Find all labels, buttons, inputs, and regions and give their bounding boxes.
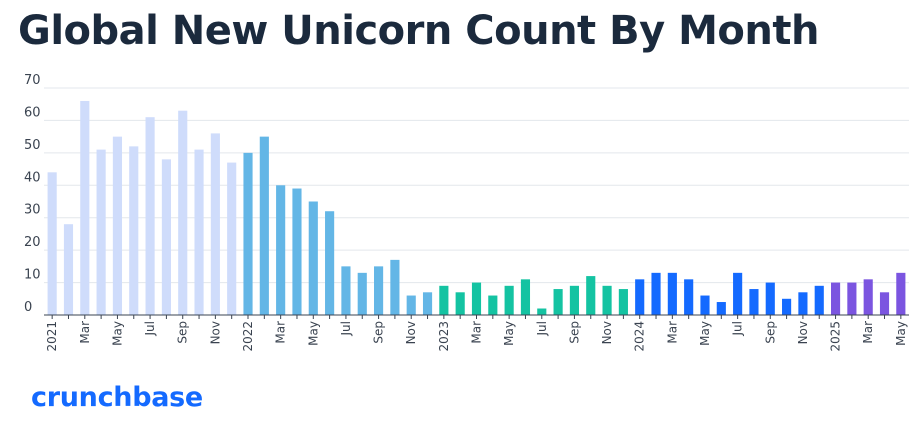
x-tick-label: 2022 [241, 321, 255, 352]
bar-feb-37 [651, 272, 661, 315]
bar-jun-41 [716, 302, 726, 315]
bar-oct-33 [586, 276, 596, 315]
bar-2025-48 [830, 282, 841, 315]
bar-may-40 [700, 295, 710, 315]
x-tick-label: Sep [567, 321, 581, 344]
x-tick-label: Jul [731, 321, 745, 336]
bars [47, 100, 906, 315]
bar-dec-23 [422, 292, 433, 315]
bar-may-4 [112, 136, 123, 315]
bar-may-16 [308, 201, 318, 315]
bar-apr-51 [879, 292, 890, 315]
bar-nov-10 [210, 133, 220, 315]
bar-oct-9 [194, 149, 204, 315]
x-tick-label: 2024 [633, 321, 647, 352]
y-tick-label: 70 [24, 73, 41, 88]
bar-oct-45 [782, 298, 792, 315]
bar-mar-26 [471, 282, 482, 315]
bar-apr-15 [292, 188, 302, 315]
x-tick-label: May [110, 321, 124, 346]
x-tick-label: Nov [600, 321, 614, 344]
bar-nov-34 [602, 285, 612, 315]
bar-jun-17 [325, 211, 335, 315]
bar-aug-7 [161, 159, 171, 315]
bar-aug-31 [553, 289, 563, 315]
x-tick-label: Mar [274, 321, 288, 344]
bar-mar-2 [80, 100, 90, 315]
x-tick-label: Jul [143, 321, 157, 336]
bar-jul-18 [341, 266, 351, 315]
y-tick-label: 10 [24, 268, 41, 283]
bar-mar-14 [276, 185, 286, 315]
y-tick-label: 20 [24, 235, 41, 250]
x-tick-label: 2023 [437, 321, 451, 352]
crunchbase-logo: crunchbase [31, 382, 203, 413]
x-tick-label: Jul [339, 321, 353, 336]
x-tick-label: May [502, 321, 516, 346]
x-tick-label: May [306, 321, 320, 346]
bar-2022-12 [243, 152, 253, 315]
x-tick-label: Nov [404, 321, 418, 344]
x-tick-label: Mar [78, 321, 92, 344]
bar-apr-39 [684, 279, 694, 315]
x-tick-label: 2025 [829, 321, 843, 352]
x-tick-label: Sep [372, 321, 386, 344]
bar-apr-27 [488, 295, 498, 315]
bar-oct-21 [390, 259, 400, 315]
bar-aug-19 [357, 272, 367, 315]
bar-jun-5 [129, 146, 139, 315]
bar-chart: 0 10 20 30 40 50 60 70 2021 Mar May Jul Sep Nov 2022 M… [24, 73, 909, 352]
bar-2021-0 [47, 172, 57, 315]
x-tick-label: Mar [861, 321, 875, 344]
y-tick-label: 50 [24, 138, 41, 153]
bar-apr-3 [96, 149, 106, 315]
bar-2023-24 [439, 285, 449, 315]
x-tick-label: May [894, 321, 908, 346]
x-tick-label: Nov [208, 321, 222, 344]
bar-jul-30 [537, 308, 547, 315]
x-tick-label: Sep [763, 321, 777, 344]
bar-feb-13 [259, 136, 269, 315]
bar-dec-35 [618, 289, 628, 315]
bar-feb-25 [455, 292, 465, 315]
bar-feb-1 [63, 224, 74, 315]
bar-feb-49 [847, 282, 857, 315]
bar-mar-50 [863, 279, 873, 315]
x-tick-label: Nov [796, 321, 810, 344]
bar-nov-22 [406, 295, 416, 315]
x-tick-label: Mar [470, 321, 484, 344]
bar-jul-6 [145, 117, 155, 315]
y-tick-label: 0 [24, 300, 32, 315]
bar-jun-29 [520, 279, 531, 315]
bar-aug-43 [749, 289, 759, 315]
x-tick-label: 2021 [45, 321, 59, 352]
bar-sep-20 [374, 266, 384, 315]
chart-title: Global New Unicorn Count By Month [18, 8, 819, 54]
y-tick-label: 40 [24, 170, 41, 185]
y-tick-label: 60 [24, 105, 41, 120]
bar-may-28 [504, 285, 514, 315]
bar-sep-8 [178, 110, 188, 315]
bar-may-52 [896, 272, 906, 315]
y-axis: 0 10 20 30 40 50 60 70 [24, 73, 41, 315]
gridlines [44, 87, 909, 284]
x-tick-label: Sep [176, 321, 190, 344]
x-tick-label: Mar [665, 321, 679, 344]
bar-dec-11 [227, 162, 237, 315]
x-tick-label: Jul [535, 321, 549, 336]
y-tick-label: 30 [24, 203, 41, 218]
x-tick-label: May [698, 321, 712, 346]
bar-sep-44 [765, 282, 775, 315]
bar-nov-46 [798, 292, 808, 315]
bar-sep-32 [569, 285, 579, 315]
bar-2024-36 [635, 279, 645, 315]
bar-mar-38 [667, 272, 677, 315]
bar-jul-42 [733, 272, 743, 315]
x-axis: 2021 Mar May Jul Sep Nov 2022 Mar May Jul Sep Nov 20… [45, 315, 908, 352]
bar-dec-47 [814, 285, 824, 315]
